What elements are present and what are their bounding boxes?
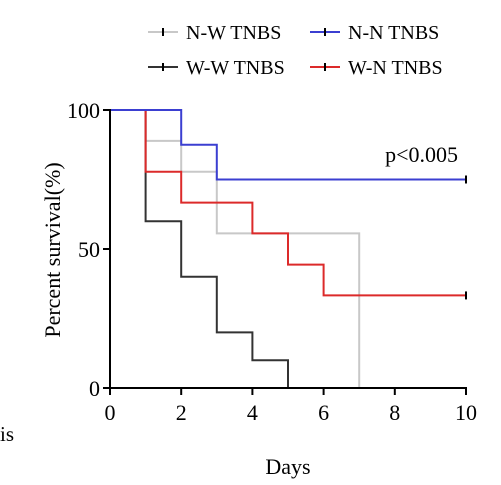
legend-label: W-W TNBS xyxy=(186,57,285,79)
legend-item-w-w-tnbs: W-W TNBS xyxy=(148,57,285,79)
x-tick-label: 2 xyxy=(176,400,187,425)
x-tick-label: 4 xyxy=(247,400,258,425)
p-value-annotation: p<0.005 xyxy=(385,142,458,167)
series-line-n-n-tnbs xyxy=(110,109,466,181)
x-tick-label: 0 xyxy=(105,400,116,425)
y-tick-label: 100 xyxy=(67,98,100,123)
cropped-text-fragment: is xyxy=(0,422,15,446)
y-axis-label: Percent survival(%) xyxy=(40,162,65,337)
legend: N-W TNBS N-N TNBS W-W TNBS W-N TNBS xyxy=(148,22,443,79)
x-axis-label: Days xyxy=(265,454,310,479)
y-tick-label: 50 xyxy=(78,237,100,262)
legend-label: N-W TNBS xyxy=(186,22,281,44)
x-tick-label: 10 xyxy=(455,400,477,425)
legend-item-n-n-tnbs: N-N TNBS xyxy=(310,22,439,44)
series-line-w-n-tnbs xyxy=(110,109,466,297)
series-layer xyxy=(110,109,467,389)
y-tick-label: 0 xyxy=(89,376,100,401)
series-line-w-w-tnbs xyxy=(110,109,289,388)
legend-item-w-n-tnbs: W-N TNBS xyxy=(310,57,443,79)
legend-label: W-N TNBS xyxy=(348,57,443,79)
x-tick-label: 8 xyxy=(389,400,400,425)
x-tick-label: 6 xyxy=(318,400,329,425)
axes: 0 50 100 0 2 4 6 8 10 xyxy=(67,98,477,425)
legend-item-n-w-tnbs: N-W TNBS xyxy=(148,22,281,44)
legend-label: N-N TNBS xyxy=(348,22,439,44)
